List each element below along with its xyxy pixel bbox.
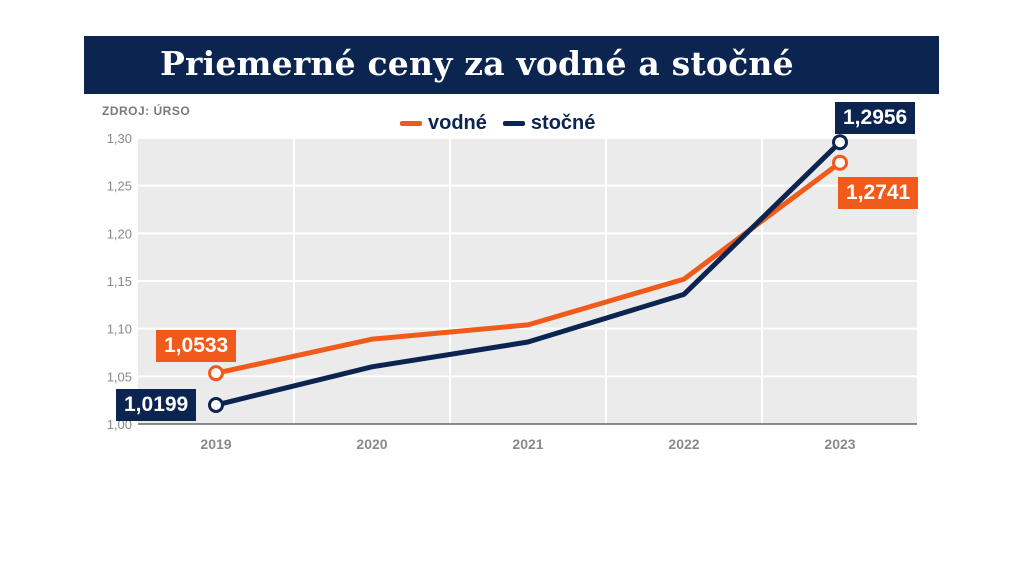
- data-point-vodne: [832, 154, 848, 171]
- x-tick-label: 2022: [668, 436, 699, 452]
- y-tick-label: 1,10: [107, 322, 132, 337]
- legend-swatch-vodne: [400, 121, 422, 126]
- legend-item-vodne: vodné: [400, 112, 487, 135]
- data-point-stocne: [208, 397, 224, 414]
- x-tick-label: 2020: [356, 436, 387, 452]
- data-point-stocne: [832, 134, 848, 151]
- data-label-stocne-2019: 1,0199: [116, 389, 197, 421]
- title-bar: Priemerné ceny za vodné a stočné: [84, 36, 939, 94]
- x-tick-label: 2023: [824, 436, 855, 452]
- legend: vodné stočné: [400, 112, 595, 135]
- y-tick-label: 1,05: [107, 369, 132, 384]
- x-tick-label: 2019: [200, 436, 231, 452]
- chart-title: Priemerné ceny za vodné a stočné: [160, 44, 794, 83]
- data-point-vodne: [208, 365, 224, 382]
- data-label-vodne-2019: 1,0533: [156, 330, 237, 362]
- y-tick-label: 1,30: [107, 131, 132, 146]
- y-tick-label: 1,15: [107, 274, 132, 289]
- legend-label-stocne: stočné: [530, 112, 596, 134]
- y-tick-label: 1,20: [107, 226, 132, 241]
- source-label: ZDROJ: ÚRSO: [102, 104, 191, 118]
- legend-label-vodne: vodné: [428, 112, 487, 134]
- y-tick-label: 1,25: [107, 179, 132, 194]
- series-line-stocne: [213, 139, 843, 408]
- legend-swatch-stocne: [502, 121, 525, 126]
- legend-item-stocne: stočné: [502, 112, 596, 135]
- data-label-vodne-2023: 1,2741: [838, 177, 919, 209]
- x-tick-label: 2021: [512, 436, 543, 452]
- data-label-stocne-2023: 1,2956: [835, 102, 916, 134]
